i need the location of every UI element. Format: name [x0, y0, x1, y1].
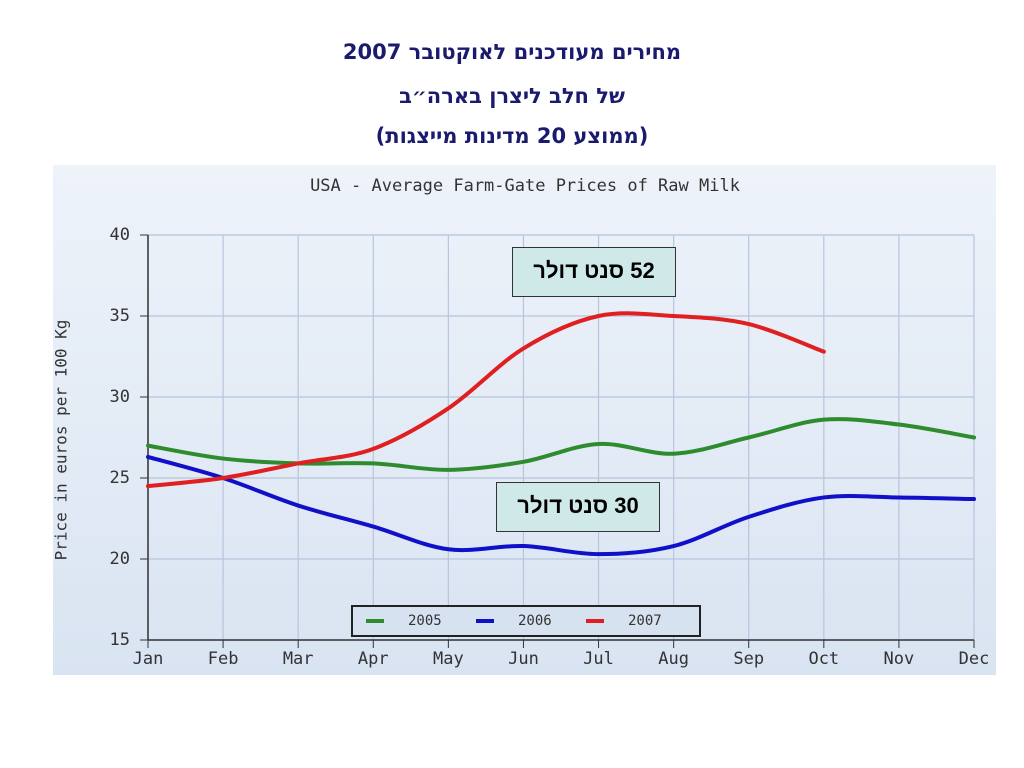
x-tick-label: Jun: [508, 649, 539, 669]
y-tick-label: 35: [110, 306, 130, 326]
x-tick-label: Mar: [283, 649, 314, 669]
y-tick-label: 30: [110, 387, 130, 407]
x-tick-label: Jan: [133, 649, 164, 669]
x-tick-label: May: [433, 649, 464, 669]
series-line: [146, 454, 976, 557]
y-tick-label: 20: [110, 549, 130, 569]
x-tick-label: Jul: [583, 649, 614, 669]
legend-label: 2006: [518, 613, 552, 629]
x-tick-label: Nov: [884, 649, 915, 669]
x-tick-label: Aug: [658, 649, 689, 669]
annotation: 30 סנט דולר: [496, 482, 660, 532]
legend-label: 2007: [628, 613, 662, 629]
x-tick-label: Feb: [208, 649, 239, 669]
annotation: 52 סנט דולר: [512, 247, 676, 297]
heading: מחירים מעודכנים לאוקטובר 2007: [342, 40, 682, 64]
legend-box: [351, 605, 701, 637]
y-tick-label: 25: [110, 468, 130, 488]
heading: של חלב ליצרן בארה״ב: [399, 84, 625, 108]
chart-title: USA - Average Farm-Gate Prices of Raw Mi…: [310, 176, 740, 196]
x-tick-label: Oct: [808, 649, 839, 669]
heading: (ממוצע 20 מדינות מייצגות): [375, 124, 649, 148]
x-tick-label: Sep: [733, 649, 764, 669]
y-tick-label: 15: [110, 630, 130, 650]
x-tick-label: Dec: [959, 649, 990, 669]
y-tick-label: 40: [110, 225, 130, 245]
y-axis-label: Price in euros per 100 Kg: [52, 320, 71, 561]
x-tick-label: Apr: [358, 649, 389, 669]
legend-label: 2005: [408, 613, 442, 629]
series-line: [146, 311, 826, 489]
